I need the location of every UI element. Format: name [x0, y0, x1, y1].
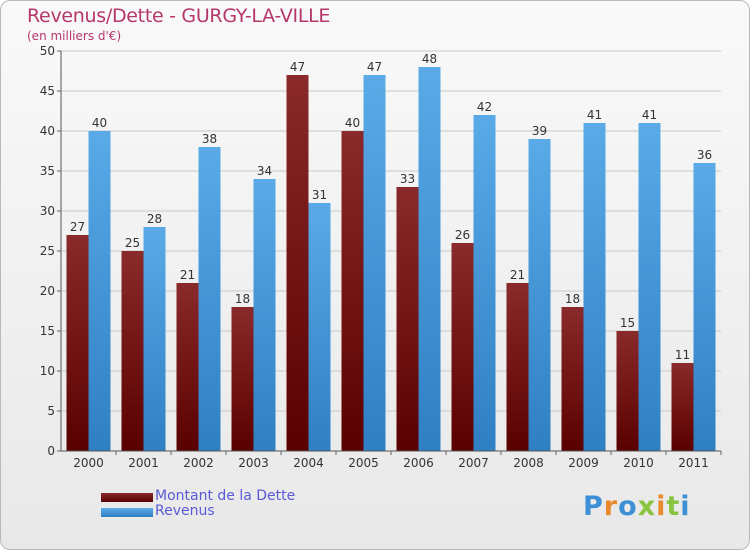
data-label-revenus: 31 — [312, 188, 327, 202]
y-tick-label: 15 — [40, 324, 55, 338]
axes: 0 5 10 15 20 25 30 35 40 45 50 2000 2001 2002 2003 2004… — [40, 44, 722, 470]
legend-label-dette: Montant de la Dette — [155, 488, 296, 504]
bar-revenus — [583, 123, 606, 451]
x-tick-label: 2009 — [568, 456, 599, 470]
data-label-revenus: 40 — [92, 116, 107, 130]
data-label-revenus: 41 — [642, 108, 657, 122]
x-tick-label: 2008 — [513, 456, 544, 470]
bar-revenus — [363, 75, 386, 451]
y-tick-label: 45 — [40, 84, 55, 98]
x-tick-label: 2003 — [238, 456, 269, 470]
data-label-dette: 40 — [345, 116, 360, 130]
bar-revenus — [88, 131, 111, 451]
data-label-dette: 21 — [510, 268, 525, 282]
bar-dette — [451, 243, 474, 451]
bar-revenus — [473, 115, 496, 451]
bars: 27 40 25 28 21 38 18 34 47 31 40 47 33 48 26 42 21 39 18 41… — [66, 52, 716, 451]
bar-revenus — [253, 179, 276, 451]
data-label-revenus: 36 — [697, 148, 712, 162]
bar-dette — [66, 235, 89, 451]
y-tick-label: 35 — [40, 164, 55, 178]
y-tick-label: 50 — [40, 44, 55, 58]
data-label-revenus: 34 — [257, 164, 272, 178]
data-label-revenus: 39 — [532, 124, 547, 138]
bar-dette — [341, 131, 364, 451]
legend-swatch-revenus — [101, 508, 153, 517]
data-label-revenus: 48 — [422, 52, 437, 66]
x-tick-label: 2001 — [128, 456, 159, 470]
data-label-dette: 25 — [125, 236, 140, 250]
data-label-dette: 15 — [620, 316, 635, 330]
x-tick-label: 2007 — [458, 456, 489, 470]
bar-dette — [616, 331, 639, 451]
bar-revenus — [198, 147, 221, 451]
bar-dette — [396, 187, 419, 451]
data-label-revenus: 38 — [202, 132, 217, 146]
data-label-revenus: 42 — [477, 100, 492, 114]
y-tick-label: 5 — [47, 404, 55, 418]
y-tick-label: 0 — [47, 444, 55, 458]
x-tick-label: 2010 — [623, 456, 654, 470]
x-tick-label: 2002 — [183, 456, 214, 470]
bar-dette — [506, 283, 529, 451]
bar-dette — [286, 75, 309, 451]
y-tick-label: 40 — [40, 124, 55, 138]
proxiti-logo: Proxiti — [583, 491, 691, 522]
bar-revenus — [528, 139, 551, 451]
legend-swatch-dette — [101, 493, 153, 502]
data-label-dette: 11 — [675, 348, 690, 362]
chart-title: Revenus/Dette - GURGY-LA-VILLE — [27, 5, 331, 27]
y-tick-label: 25 — [40, 244, 55, 258]
x-tick-label: 2006 — [403, 456, 434, 470]
bar-dette — [561, 307, 584, 451]
data-label-revenus: 47 — [367, 60, 382, 74]
data-label-dette: 47 — [290, 60, 305, 74]
data-label-revenus: 41 — [587, 108, 602, 122]
bar-dette — [231, 307, 254, 451]
bar-dette — [671, 363, 694, 451]
data-label-dette: 33 — [400, 172, 415, 186]
grid-lines — [61, 50, 721, 452]
legend-label-revenus: Revenus — [155, 503, 215, 519]
bar-revenus — [308, 203, 331, 451]
x-tick-label: 2000 — [73, 456, 104, 470]
bar-revenus — [638, 123, 661, 451]
bar-revenus — [418, 67, 441, 451]
y-tick-label: 10 — [40, 364, 55, 378]
bar-dette — [176, 283, 199, 451]
bar-dette — [121, 251, 144, 451]
y-tick-label: 30 — [40, 204, 55, 218]
x-tick-label: 2011 — [678, 456, 709, 470]
x-tick-label: 2005 — [348, 456, 379, 470]
data-label-dette: 18 — [565, 292, 580, 306]
data-label-dette: 18 — [235, 292, 250, 306]
y-tick-label: 20 — [40, 284, 55, 298]
data-label-dette: 27 — [70, 220, 85, 234]
data-label-dette: 26 — [455, 228, 470, 242]
bar-revenus — [693, 163, 716, 451]
data-label-dette: 21 — [180, 268, 195, 282]
chart-subtitle: (en milliers d'€) — [27, 29, 122, 43]
bar-revenus — [143, 227, 166, 451]
x-tick-label: 2004 — [293, 456, 324, 470]
data-label-revenus: 28 — [147, 212, 162, 226]
